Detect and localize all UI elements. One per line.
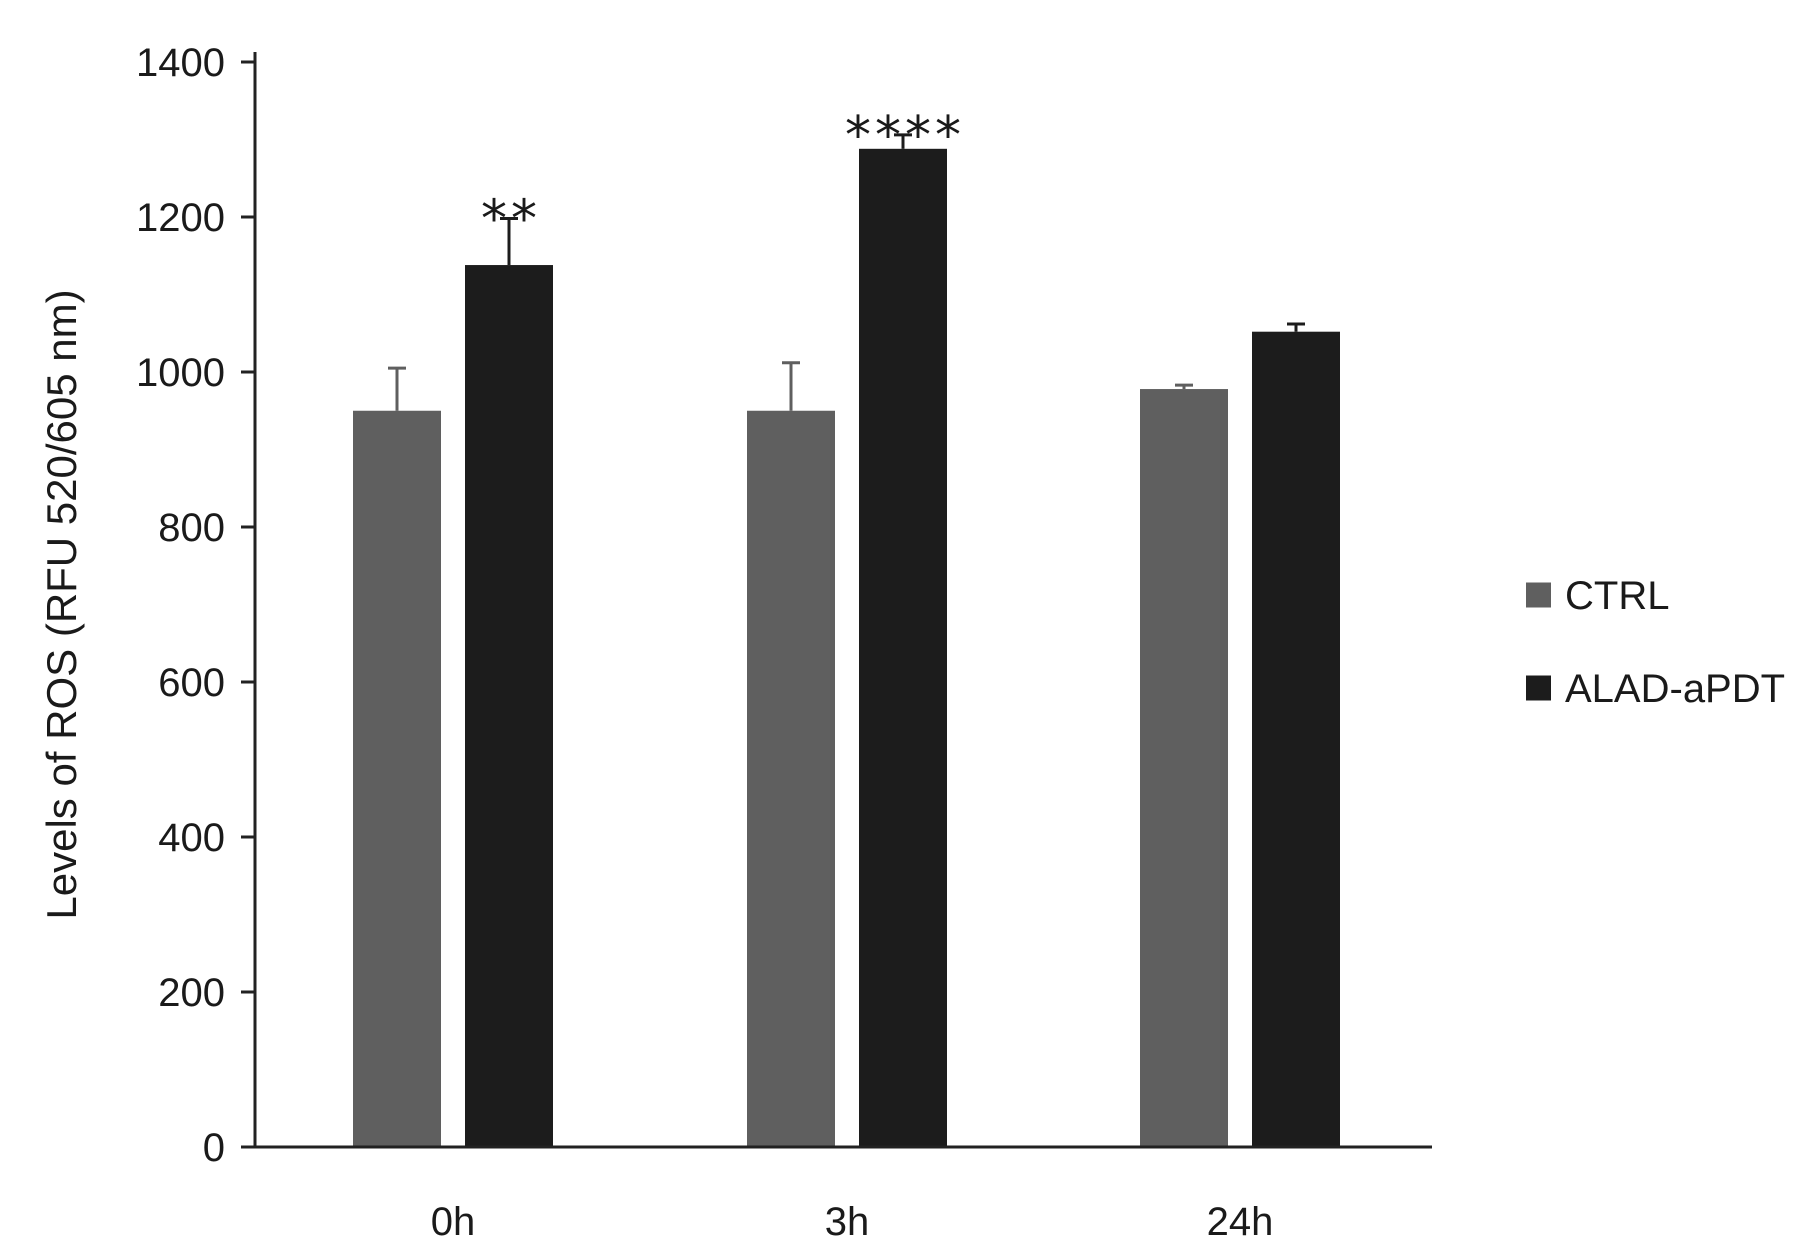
bars-layer (353, 148, 1340, 1148)
significance-0h: ** (481, 190, 541, 250)
legend-swatch-alad-apdt (1526, 675, 1551, 701)
y-tick-label-1400: 1400 (136, 41, 225, 85)
y-tick-label-1000: 1000 (136, 351, 225, 395)
legend-label-alad-apdt: ALAD-aPDT (1565, 667, 1785, 711)
x-tick-label-0h: 0h (431, 1200, 476, 1244)
bar-ctrl-3h (747, 410, 835, 1147)
legend: CTRL ALAD-aPDT (1526, 574, 1785, 711)
y-tick-label-1200: 1200 (136, 196, 225, 240)
y-tick-label-800: 800 (158, 506, 225, 550)
y-tick-label-600: 600 (158, 661, 225, 705)
bar-alad-apdt-24h (1252, 331, 1340, 1147)
x-tick-label-24h: 24h (1207, 1200, 1274, 1244)
axes-layer: 0 200 400 600 800 1000 1200 1400 0h 3h 24h Levels o… (38, 41, 1432, 1244)
x-tick-label-3h: 3h (825, 1200, 870, 1244)
legend-swatch-ctrl (1526, 582, 1551, 608)
bar-ctrl-24h (1140, 389, 1228, 1147)
y-tick-label-0: 0 (203, 1126, 225, 1170)
significance-layer: ****** (481, 106, 965, 250)
y-tick-label-400: 400 (158, 816, 225, 860)
legend-label-ctrl: CTRL (1565, 574, 1669, 618)
y-tick-label-200: 200 (158, 971, 225, 1015)
error-bars-layer (388, 133, 1305, 411)
significance-3h: **** (845, 106, 965, 166)
bar-alad-apdt-0h (465, 265, 553, 1147)
bar-alad-apdt-3h (859, 148, 947, 1148)
bar-ctrl-0h (353, 410, 441, 1147)
y-axis-title: Levels of ROS (RFU 520/605 nm) (38, 289, 85, 919)
